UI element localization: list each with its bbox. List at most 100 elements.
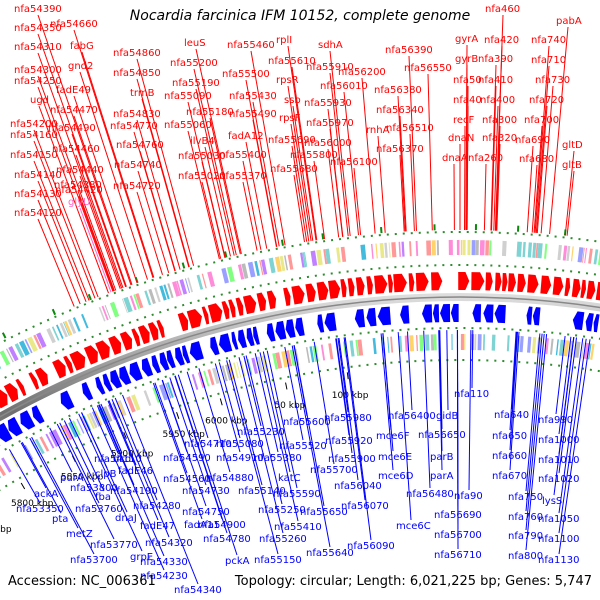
- reverse-cog-band: [464, 334, 466, 351]
- reverse-cog-band: [126, 396, 136, 413]
- forward-gene-label: nfa300: [482, 115, 517, 126]
- forward-cog-band: [27, 336, 38, 352]
- forward-gene-label: gyrB: [455, 54, 478, 65]
- scale-tick: [285, 382, 288, 390]
- reverse-gene-arrow: [440, 304, 451, 323]
- forward-cog-band: [62, 321, 70, 336]
- reverse-gene-arrow: [175, 347, 185, 366]
- reverse-gene-label: mce6D: [378, 471, 414, 482]
- scale-tick-label: 5950 kbp: [162, 430, 205, 440]
- forward-gene-label: nfa55910: [306, 62, 354, 73]
- reverse-label-connector: [509, 331, 517, 431]
- forward-cog-band: [516, 241, 522, 257]
- forward-gene-arrow: [95, 340, 110, 361]
- reverse-gene-arrow: [129, 361, 143, 381]
- reverse-cog-band: [212, 367, 220, 384]
- reverse-cog-band: [0, 464, 7, 477]
- reverse-cog-band: [39, 436, 50, 452]
- forward-cog-band: [237, 264, 245, 280]
- reverse-gene-arrow: [266, 323, 276, 342]
- forward-cog-band: [577, 247, 584, 263]
- reverse-gene-arrow: [275, 320, 287, 340]
- reverse-gene-label: nfa55700: [310, 465, 358, 476]
- reverse-cog-band: [166, 382, 174, 398]
- reverse-gene-label: nfa53760: [75, 504, 123, 515]
- reverse-gene-label: nfa54750: [182, 507, 230, 518]
- forward-cog-band: [46, 328, 56, 344]
- reverse-gene-arrow: [110, 369, 123, 389]
- forward-label-connector: [466, 105, 469, 231]
- reverse-cog-band: [207, 369, 215, 386]
- rna-marker: [1, 332, 7, 339]
- reverse-gene-label: clpB: [95, 469, 117, 480]
- forward-gene-label: nfa710: [531, 55, 566, 66]
- reverse-cog-band: [430, 334, 435, 351]
- reverse-gene-label: katC: [278, 473, 301, 484]
- forward-cog-band: [489, 240, 492, 256]
- forward-gene-label: nfa700: [524, 115, 559, 126]
- reverse-label-connector: [111, 399, 170, 538]
- forward-gene-label: nfa54300: [14, 65, 62, 76]
- forward-label-connector: [141, 98, 190, 268]
- forward-gene-label: nfa55020: [178, 171, 226, 182]
- reverse-cog-band: [131, 394, 141, 411]
- reverse-gene-label: nfa55080: [216, 439, 264, 450]
- forward-cog-band: [129, 295, 137, 311]
- forward-gene-arrow: [408, 273, 415, 292]
- forward-label-connector: [399, 154, 405, 232]
- forward-gene-label: nfa56200: [338, 67, 386, 78]
- forward-gene-arrow: [147, 322, 159, 341]
- forward-gene-label: rpsF: [279, 113, 301, 124]
- reverse-label-connector: [262, 351, 291, 473]
- forward-cog-band: [485, 240, 490, 256]
- forward-gene-label: dnaN: [448, 133, 474, 144]
- forward-cog-band: [300, 252, 305, 268]
- reverse-gene-arrow: [60, 390, 75, 410]
- reverse-label-connector: [81, 412, 128, 513]
- scale-tick-label: 6000 kbp: [205, 417, 248, 427]
- forward-label-connector: [465, 64, 468, 231]
- reverse-label-connector: [228, 359, 263, 486]
- forward-gene-label: nfa56390: [385, 45, 433, 56]
- scale-tick-label: 50 kbp: [274, 401, 305, 411]
- reverse-cog-band: [357, 339, 364, 356]
- forward-label-connector: [483, 163, 487, 231]
- forward-cog-band: [8, 346, 19, 362]
- forward-cog-band: [144, 290, 152, 306]
- forward-label-connector: [287, 85, 312, 242]
- reverse-cog-band: [419, 334, 424, 351]
- forward-gene-arrow: [201, 306, 210, 325]
- forward-gene-arrow: [431, 272, 443, 291]
- reverse-cog-band: [309, 346, 315, 363]
- forward-label-connector: [79, 71, 148, 280]
- forward-cog-band: [123, 296, 133, 313]
- forward-gene-label: ugd: [30, 95, 49, 106]
- genome-stats-text: Topology: circular; Length: 6,021,225 bp…: [234, 574, 592, 589]
- forward-cog-band: [401, 241, 405, 257]
- forward-gene-arrow: [540, 275, 552, 294]
- forward-gene-arrow: [186, 308, 202, 329]
- reverse-gene-label: nfa56690: [434, 510, 482, 521]
- reverse-label-connector: [108, 400, 137, 466]
- forward-gene-arrow: [235, 297, 244, 316]
- reverse-cog-band: [68, 421, 78, 438]
- reverse-gene-label: metZ: [66, 529, 93, 540]
- forward-label-connector: [291, 66, 318, 241]
- reverse-gene-label: nfa990: [538, 415, 573, 426]
- reverse-label-connector: [446, 330, 449, 411]
- forward-gene-arrow: [580, 279, 586, 299]
- forward-label-connector: [327, 148, 340, 238]
- reverse-cog-band: [62, 423, 74, 441]
- reverse-cog-band: [88, 412, 98, 429]
- forward-label-connector: [399, 115, 407, 232]
- reverse-gene-label: lysS: [542, 496, 562, 507]
- forward-gene-label: nfa54740: [114, 160, 162, 171]
- reverse-cog-band: [433, 334, 437, 351]
- scale-tick-label: 5900 kbp: [111, 450, 154, 460]
- forward-gene-arrow: [266, 290, 277, 310]
- reverse-label-connector: [558, 339, 591, 555]
- forward-cog-band: [532, 242, 537, 258]
- forward-cog-band: [196, 274, 204, 290]
- backbone-line: [0, 296, 600, 418]
